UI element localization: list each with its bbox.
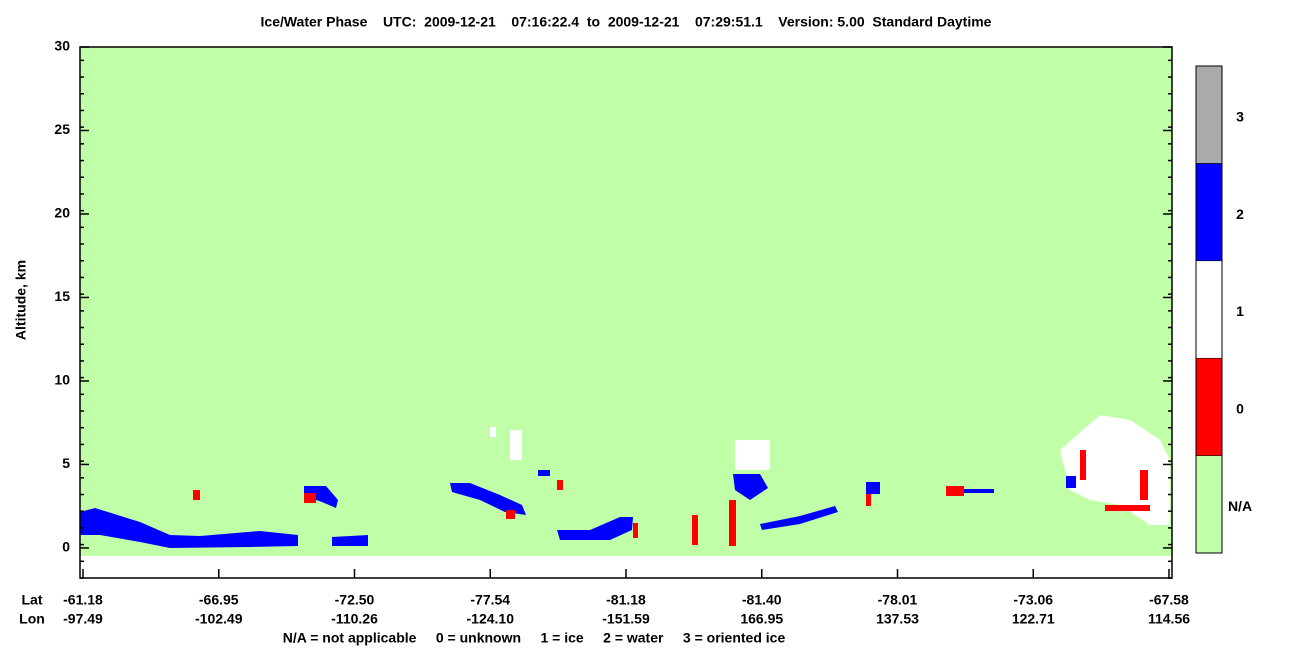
- colorbar-label: 1: [1236, 303, 1244, 319]
- lat-tick-label: -73.06: [1013, 592, 1053, 608]
- water-layer: [964, 489, 994, 493]
- caption: N/A = not applicable 0 = unknown 1 = ice…: [283, 630, 786, 646]
- water-layer: [304, 486, 338, 508]
- colorbar-label: 3: [1236, 108, 1244, 124]
- lat-tick-label: -81.40: [742, 592, 782, 608]
- lon-tick-label: 122.71: [1012, 611, 1055, 627]
- ice-patch: [735, 440, 770, 470]
- colorbar-swatch: [1195, 65, 1223, 164]
- lon-tick-label: -151.59: [602, 611, 650, 627]
- water-layer: [332, 535, 368, 546]
- water-layer: [80, 508, 298, 548]
- y-tick-label: 5: [62, 455, 70, 471]
- lon-row-label: Lon: [19, 611, 45, 627]
- colorbar-frame: [1195, 65, 1223, 554]
- y-tick-label: 0: [62, 539, 70, 555]
- lon-tick-label: -110.26: [331, 611, 378, 627]
- colorbar-swatch: [1195, 455, 1223, 554]
- unknown-patch: [506, 510, 515, 519]
- water-layer: [557, 517, 633, 540]
- lat-tick-label: -67.58: [1149, 592, 1189, 608]
- plot-area: [79, 46, 1173, 579]
- unknown-patch: [1140, 470, 1148, 500]
- water-layer: [866, 482, 880, 494]
- lon-tick-label: -97.49: [63, 611, 103, 627]
- lon-tick-label: -102.49: [195, 611, 243, 627]
- lat-tick-label: -81.18: [606, 592, 646, 608]
- unknown-patch: [193, 490, 200, 500]
- unknown-patch: [729, 500, 736, 546]
- unknown-patch: [946, 486, 964, 496]
- water-layer: [450, 483, 526, 515]
- water-layer: [538, 470, 550, 476]
- unknown-patch: [1105, 505, 1150, 511]
- lon-tick-label: 137.53: [876, 611, 919, 627]
- colorbar-swatch: [1195, 357, 1223, 456]
- lat-tick-label: -66.95: [199, 592, 239, 608]
- water-layer: [760, 506, 838, 530]
- lat-tick-label: -61.18: [63, 592, 103, 608]
- y-axis-label: Altitude, km: [13, 260, 29, 340]
- lon-tick-label: 114.56: [1148, 611, 1190, 627]
- lon-tick-label: 166.95: [740, 611, 783, 627]
- y-tick-label: 10: [54, 372, 70, 388]
- y-tick-label: 20: [54, 205, 70, 221]
- colorbar-label: N/A: [1228, 498, 1252, 514]
- cloud-features: [80, 415, 1170, 548]
- unknown-patch: [633, 523, 638, 538]
- unknown-patch: [866, 494, 871, 506]
- colorbar-swatch: [1195, 163, 1223, 262]
- ice-patch: [510, 430, 522, 460]
- lat-tick-label: -72.50: [335, 592, 375, 608]
- y-tick-label: 25: [54, 121, 70, 137]
- chart-title: Ice/Water Phase UTC: 2009-12-21 07:16:22…: [261, 14, 992, 30]
- y-tick-label: 30: [54, 38, 70, 54]
- lat-tick-label: -77.54: [470, 592, 510, 608]
- lat-tick-label: -78.01: [878, 592, 918, 608]
- water-layer: [733, 474, 768, 500]
- unknown-patch: [557, 480, 563, 490]
- colorbar-label: 0: [1236, 401, 1244, 417]
- lon-tick-label: -124.10: [467, 611, 515, 627]
- ice-patch: [490, 427, 496, 437]
- y-tick-label: 15: [54, 288, 70, 304]
- unknown-patch: [692, 515, 698, 545]
- lat-row-label: Lat: [22, 592, 43, 608]
- colorbar-swatch: [1195, 260, 1223, 359]
- background: [80, 47, 1172, 556]
- water-layer: [1066, 476, 1076, 488]
- colorbar-label: 2: [1236, 206, 1244, 222]
- unknown-patch: [1080, 450, 1086, 480]
- unknown-patch: [304, 493, 316, 503]
